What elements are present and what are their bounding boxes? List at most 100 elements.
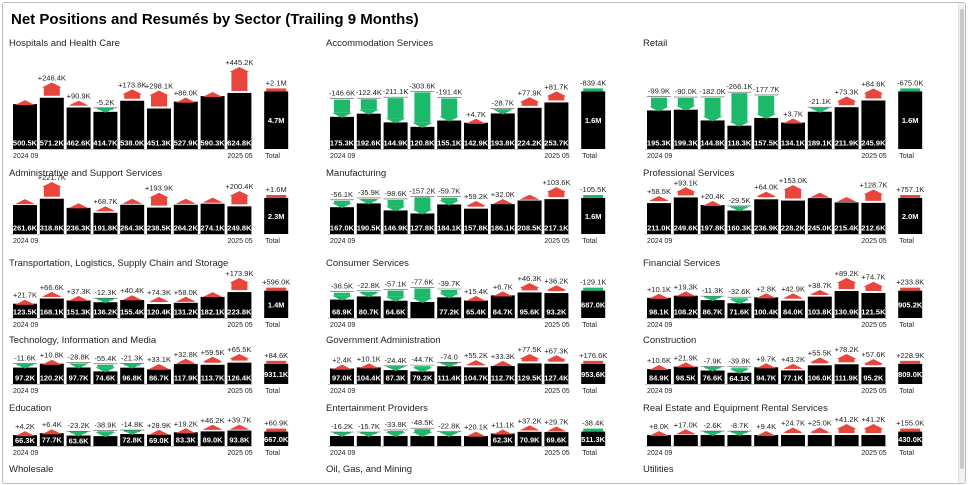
decrease-arrow	[729, 431, 750, 437]
resume-bar	[781, 200, 805, 234]
increase-arrow	[546, 355, 567, 361]
resume-bar	[66, 107, 91, 149]
increase-arrow	[15, 100, 35, 106]
resume-bar	[727, 372, 752, 384]
change-label: -28.7K	[492, 98, 514, 107]
resume-bar	[93, 212, 118, 234]
change-label: -39.7K	[438, 279, 460, 288]
resume-label: 71.6K	[729, 308, 750, 317]
resume-bar	[807, 296, 832, 318]
resume-label: 144.8K	[701, 139, 726, 148]
resume-bar	[517, 200, 542, 234]
x-axis-end-label: 2025 05	[861, 322, 886, 329]
panel-chart: +2.4K 97.0K +10.1K 104.4K-24.4K 87.3K -44.7K 7…	[328, 345, 607, 395]
change-label: +4.2K	[15, 422, 35, 431]
resume-bar	[807, 435, 832, 446]
resume-label: 223.8K	[227, 308, 252, 317]
resume-bar	[13, 435, 37, 446]
change-label: +9.7K	[756, 354, 776, 363]
total-bar	[898, 290, 923, 318]
panel-title: Administrative and Support Services	[9, 168, 163, 179]
increase-arrow	[756, 430, 777, 436]
increase-arrow	[122, 89, 143, 95]
x-axis-total-label: Total	[265, 238, 280, 245]
decrease-arrow	[729, 206, 750, 212]
resume-label: 79.2K	[412, 374, 433, 383]
change-label: -122.4K	[356, 88, 382, 97]
change-label: -5.2K	[96, 98, 114, 107]
increase-arrow	[15, 199, 35, 205]
increase-arrow	[863, 88, 884, 94]
decrease-bar	[334, 292, 350, 296]
increase-arrow	[492, 199, 513, 205]
change-label: +20.1K	[464, 423, 488, 432]
resume-bar	[700, 205, 725, 234]
scrollbar-thumb[interactable]	[960, 9, 964, 469]
change-label: +57.6K	[861, 350, 885, 359]
change-label: +42.9K	[781, 284, 805, 293]
vertical-scrollbar[interactable]	[958, 3, 965, 483]
resume-label: 64.6K	[386, 308, 407, 317]
resume-label: 84.0K	[783, 308, 804, 317]
x-axis-end-label: 2025 05	[544, 153, 569, 160]
increase-bar	[548, 191, 565, 198]
decrease-arrow	[95, 367, 116, 373]
increase-arrow	[836, 278, 857, 283]
x-axis-end-label: 2025 05	[861, 388, 886, 395]
resume-bar	[200, 364, 225, 384]
change-label: +65.5K	[227, 345, 251, 354]
decrease-arrow	[702, 296, 723, 302]
change-label: -99.9K	[648, 87, 670, 96]
resume-bar	[147, 108, 171, 149]
increase-bar	[865, 285, 882, 291]
increase-arrow	[519, 194, 540, 200]
change-label: +39.7K	[227, 416, 251, 425]
change-label: +19.3K	[674, 282, 698, 291]
resume-label: 96.8K	[122, 374, 143, 383]
panel-chart: -56.1K 167.0K -35.9K 190.5K -98.6K 146.9K -157…	[328, 178, 606, 245]
resume-label: 86.7K	[149, 374, 170, 383]
resume-bar	[673, 435, 698, 446]
x-axis-start-label: 2024 09	[647, 238, 672, 245]
resume-bar	[39, 363, 64, 384]
increase-bar	[838, 428, 855, 434]
resume-bar	[383, 370, 408, 384]
decrease-arrow	[385, 366, 406, 372]
change-label: +32.8K	[174, 350, 198, 359]
resume-bar	[647, 435, 671, 446]
change-label: +153.0K	[779, 176, 807, 185]
resume-label: 111.9K	[835, 374, 859, 383]
change-label: +2.4K	[332, 356, 352, 365]
total-change-label: +233.8K	[896, 278, 924, 287]
change-label: -191.4K	[436, 87, 462, 96]
resume-label: 224.2K	[518, 139, 543, 148]
resume-label: 190.5K	[357, 224, 382, 233]
resume-label: 215.4K	[835, 224, 860, 233]
change-label: -303.6K	[409, 81, 435, 90]
increase-bar	[548, 359, 565, 362]
increase-arrow	[229, 278, 250, 283]
change-label: +128.7K	[859, 181, 887, 190]
increase-arrow	[836, 354, 857, 359]
total-bar	[581, 431, 606, 446]
resume-bar	[383, 436, 408, 446]
panel-title: Entertainment Providers	[326, 403, 428, 414]
resume-bar	[227, 362, 252, 384]
change-label: +89.2K	[835, 269, 859, 278]
resume-label: 155.4K	[120, 308, 145, 317]
resume-bar	[330, 436, 354, 446]
resume-label: 112.7K	[491, 374, 515, 383]
resume-label: 264.2K	[174, 224, 199, 233]
decrease-bar	[360, 99, 377, 110]
resume-label: 238.5K	[147, 224, 172, 233]
increase-arrow	[41, 359, 62, 365]
decrease-arrow	[122, 363, 143, 369]
resume-bar	[39, 198, 64, 234]
change-label: +55.2K	[464, 351, 488, 360]
x-axis-total-label: Total	[899, 450, 914, 457]
resume-bar	[93, 111, 118, 149]
increase-arrow	[149, 363, 169, 369]
x-axis-total-label: Total	[582, 450, 597, 457]
resume-bar	[490, 433, 515, 446]
